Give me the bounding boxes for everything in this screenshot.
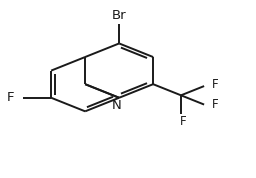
Text: Br: Br	[112, 9, 126, 22]
Text: F: F	[6, 91, 14, 104]
Text: N: N	[112, 99, 122, 112]
Text: F: F	[180, 115, 186, 128]
Text: F: F	[212, 78, 219, 91]
Text: F: F	[212, 98, 219, 111]
